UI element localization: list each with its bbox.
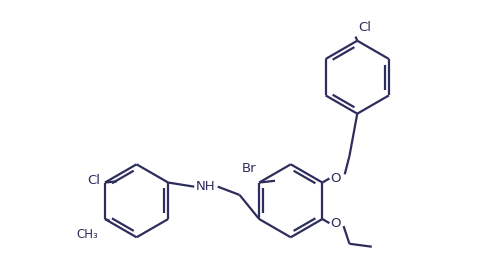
Text: CH₃: CH₃ [76,229,98,242]
Text: O: O [330,172,340,185]
Text: Cl: Cl [358,21,371,34]
Text: Br: Br [241,162,256,175]
Text: NH: NH [195,180,214,193]
Text: Cl: Cl [87,174,100,187]
Text: O: O [330,217,340,230]
